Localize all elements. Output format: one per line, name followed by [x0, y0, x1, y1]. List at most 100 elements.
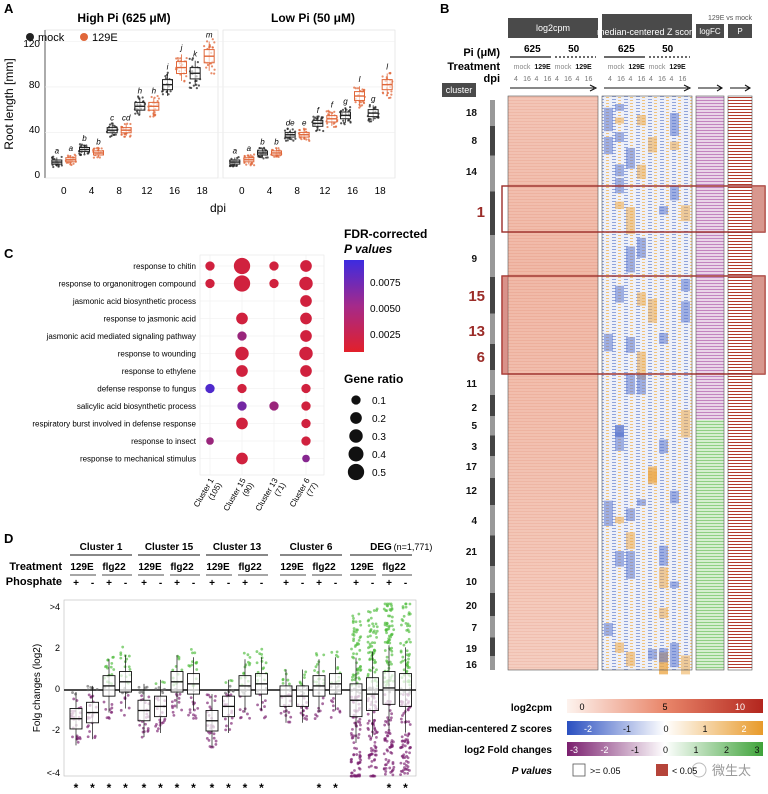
- d-point: [262, 666, 266, 670]
- pi-value: 625: [618, 44, 635, 55]
- d-point: [407, 612, 411, 616]
- d-point: [404, 602, 408, 606]
- a-sig-letter: b: [260, 137, 265, 146]
- d-point: [367, 765, 371, 769]
- a-point: [290, 138, 293, 141]
- go-dot: [269, 401, 279, 411]
- d-point: [357, 733, 361, 736]
- d-point: [180, 668, 184, 672]
- d-point: [406, 771, 410, 775]
- z-block: [681, 279, 690, 292]
- a-point: [195, 87, 198, 90]
- a-point: [249, 154, 252, 157]
- d-phosphate-sign: -: [192, 578, 195, 589]
- a-point: [206, 63, 210, 67]
- d-point: [353, 678, 357, 681]
- d-point: [281, 678, 285, 682]
- d-treatment-label: Treatment: [9, 561, 62, 573]
- d-point: [305, 714, 309, 718]
- d-point: [287, 682, 291, 686]
- z-block: [626, 207, 635, 235]
- d-phosphate-sign: +: [316, 578, 322, 589]
- d-point: [281, 681, 285, 685]
- treatment-value: 129E: [575, 64, 592, 71]
- a-point: [308, 139, 311, 142]
- a-point: [188, 86, 191, 89]
- a-point: [251, 155, 254, 158]
- z-block: [681, 409, 690, 438]
- d-point: [119, 701, 123, 704]
- cluster-label-13: 13: [468, 323, 485, 340]
- d-point: [384, 763, 388, 766]
- d-point: [372, 648, 376, 652]
- go-dot: [233, 257, 251, 275]
- a-point: [381, 75, 384, 78]
- pi-value: 50: [568, 44, 580, 55]
- a-point: [292, 139, 295, 142]
- dpi-value: 4: [608, 76, 612, 83]
- pi-value: 50: [662, 44, 674, 55]
- d-point: [375, 736, 378, 739]
- d-point: [390, 607, 394, 611]
- legend-fc-bar: [567, 742, 763, 756]
- d-point: [407, 657, 410, 661]
- z-block: [659, 648, 668, 663]
- go-dot: [269, 278, 279, 289]
- a-point: [326, 122, 329, 125]
- d-point: [355, 652, 359, 656]
- dpi-value: 16: [544, 76, 552, 83]
- z-block: [659, 439, 668, 454]
- d-point: [351, 727, 354, 731]
- a-point: [86, 152, 89, 155]
- d-point: [207, 738, 211, 742]
- go-term-label: jasmonic acid biosynthetic process: [72, 297, 196, 306]
- legend-mock-label: mock: [38, 32, 65, 44]
- d-phosphate-sign: -: [334, 578, 337, 589]
- a-point: [141, 96, 144, 99]
- d-point: [110, 710, 114, 714]
- d-group-title: Cluster 13: [213, 542, 262, 553]
- a-xtick: 4: [267, 186, 273, 197]
- d-phosphate-sign: +: [353, 578, 359, 589]
- d-point: [262, 716, 266, 720]
- go-dot: [301, 418, 311, 429]
- a-sig-letter: b: [274, 137, 279, 146]
- d-point: [366, 674, 370, 678]
- d-point: [373, 641, 377, 645]
- d-point: [358, 648, 362, 652]
- dpi-value: 4: [576, 76, 580, 83]
- d-phosphate-sign: -: [159, 578, 162, 589]
- panel-c-label: C: [4, 246, 14, 261]
- d-point: [353, 769, 356, 772]
- a-sig-letter: e: [302, 119, 307, 128]
- go-dot: [205, 278, 215, 289]
- a-sig-letter: f: [317, 106, 320, 115]
- d-point: [223, 717, 227, 721]
- cluster-label-10: 10: [466, 577, 478, 588]
- d-point: [260, 656, 264, 660]
- a-ylabel: Root length [mm]: [2, 58, 16, 149]
- go-term-label: respiratory burst involved in defense re…: [32, 420, 196, 429]
- d-star: *: [226, 781, 231, 794]
- a-point: [243, 155, 246, 158]
- z-block: [615, 132, 624, 143]
- d-point: [242, 671, 246, 675]
- header-log2cpm-text: log2cpm: [536, 23, 570, 33]
- go-dot: [301, 436, 311, 446]
- a-point: [51, 156, 54, 159]
- treatment-value: mock: [649, 64, 666, 71]
- a-point: [210, 72, 213, 75]
- a-point: [154, 114, 157, 117]
- d-point: [388, 709, 392, 712]
- d-point: [370, 752, 374, 756]
- d-point: [402, 668, 406, 672]
- d-point: [383, 738, 387, 742]
- a-xlabel: dpi: [210, 201, 226, 215]
- d-point: [369, 738, 373, 741]
- d-point: [374, 753, 378, 757]
- d-point: [387, 627, 391, 631]
- go-term-label: defense response to fungus: [97, 385, 196, 394]
- a-point: [79, 153, 82, 157]
- d-point: [354, 620, 358, 624]
